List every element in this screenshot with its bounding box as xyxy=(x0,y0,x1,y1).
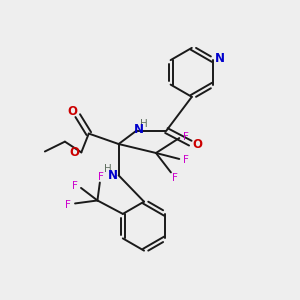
Text: H: H xyxy=(140,119,147,129)
Text: O: O xyxy=(70,146,80,160)
Text: F: F xyxy=(172,173,178,183)
Text: O: O xyxy=(68,105,77,118)
Text: N: N xyxy=(214,52,225,64)
Text: N: N xyxy=(108,169,118,182)
Text: F: F xyxy=(183,132,189,142)
Text: N: N xyxy=(134,123,144,136)
Text: F: F xyxy=(64,200,70,210)
Text: F: F xyxy=(71,181,77,190)
Text: F: F xyxy=(98,172,104,182)
Text: F: F xyxy=(183,154,189,165)
Text: H: H xyxy=(104,164,112,174)
Text: O: O xyxy=(193,137,202,151)
